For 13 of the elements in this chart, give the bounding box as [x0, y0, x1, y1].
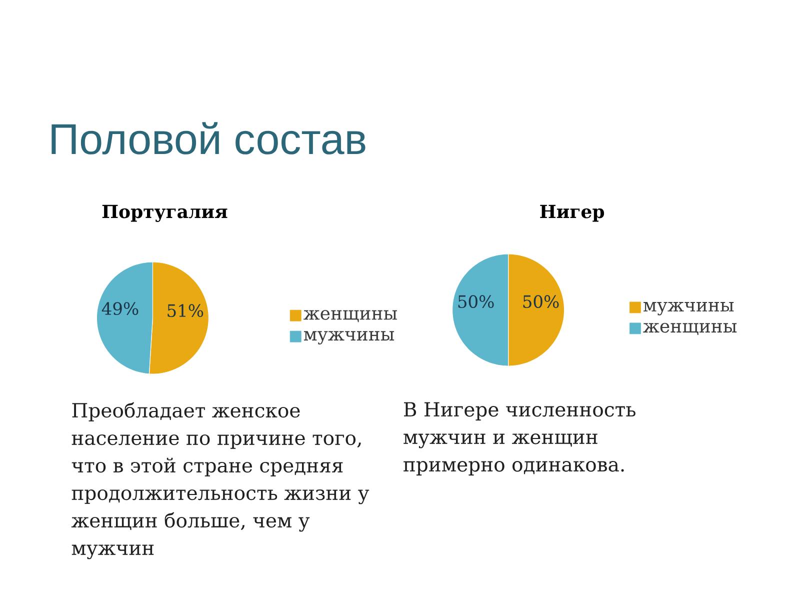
legend-label: мужчины: [304, 331, 394, 344]
legend-label: мужчины: [644, 302, 734, 316]
text: В Нигере численность мужчин и женщин примерно одинакова.: [404, 402, 636, 476]
data-label: 50%: [523, 295, 559, 308]
chart-title: Португалия: [102, 204, 228, 222]
data-label: 51%: [168, 304, 204, 318]
data-label: 49%: [102, 302, 138, 316]
chart-title: Нигер: [540, 204, 604, 222]
data-label: 50%: [458, 295, 494, 308]
legend-label: женщины: [304, 310, 397, 322]
text: Преобладает женское население по причине того, что в этой стране средняя продолжительность жизни у женщин больше, чем у мужчин: [71, 402, 370, 560]
text: Половой состав: [52, 122, 366, 154]
legend-label: женщины: [643, 322, 737, 335]
